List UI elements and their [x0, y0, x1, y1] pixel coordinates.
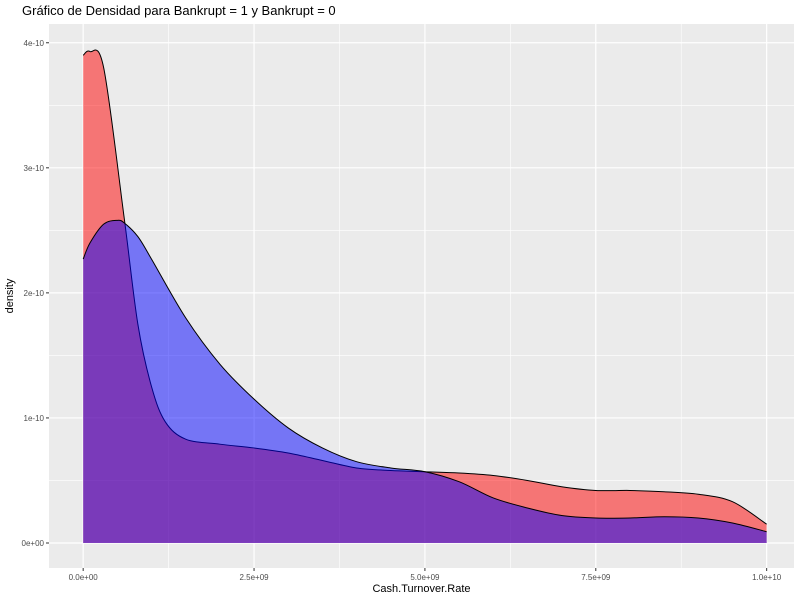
density-areas: [82, 49, 767, 543]
y-tick-label: 4e-10: [24, 39, 45, 48]
y-axis: 0e+00 1e-10 2e-10 3e-10 4e-10: [22, 39, 49, 548]
density-area-2: [83, 220, 767, 543]
y-tick-label: 2e-10: [24, 289, 45, 298]
density-line-2: [82, 219, 767, 533]
x-axis: 0.0e+00 2.5e+09 5.0e+09 7.5e+09 1.0e+10: [69, 568, 782, 582]
x-tick-label: 7.5e+09: [581, 573, 611, 582]
y-tick-label: 1e-10: [24, 414, 45, 423]
chart-title: Gráfico de Densidad para Bankrupt = 1 y …: [22, 3, 336, 18]
y-tick-label: 3e-10: [24, 164, 45, 173]
x-tick-label: 5.0e+09: [410, 573, 440, 582]
grid-minor: [49, 24, 794, 568]
x-tick-label: 0.0e+00: [69, 573, 99, 582]
x-axis-title: Cash.Turnover.Rate: [372, 583, 470, 595]
x-tick-label: 1.0e+10: [752, 573, 782, 582]
x-tick-label: 2.5e+09: [239, 573, 269, 582]
y-axis-title: density: [4, 278, 16, 313]
y-tick-label: 0e+00: [22, 539, 45, 548]
